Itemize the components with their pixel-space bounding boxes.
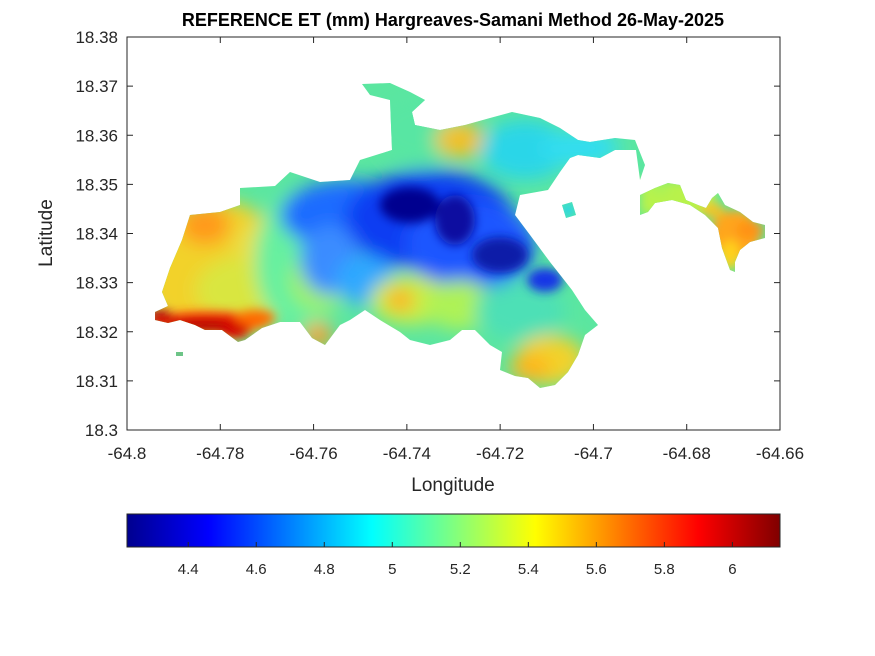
x-tick-label: -64.76 xyxy=(289,444,337,463)
x-axis: -64.8 -64.78 -64.76 -64.74 -64.72 -64.7 -64.68… xyxy=(108,37,804,463)
y-tick-label: 18.33 xyxy=(75,274,118,293)
y-tick-label: 18.36 xyxy=(75,126,118,145)
x-tick-label: -64.8 xyxy=(108,444,147,463)
y-tick-label: 18.37 xyxy=(75,77,118,96)
y-tick-label: 18.35 xyxy=(75,175,118,194)
x-tick-label: -64.78 xyxy=(196,444,244,463)
chart-title: REFERENCE ET (mm) Hargreaves-Samani Meth… xyxy=(182,10,724,30)
y-tick-label: 18.32 xyxy=(75,323,118,342)
colorbar-tick-label: 5 xyxy=(388,561,396,578)
x-tick-label: -64.7 xyxy=(574,444,613,463)
y-axis: 18.3 18.31 18.32 18.33 18.34 18.35 18.36 18.37 1… xyxy=(75,28,780,440)
x-tick-label: -64.66 xyxy=(756,444,804,463)
colorbar-tick-label: 4.6 xyxy=(246,561,267,578)
colorbar-tick-label: 5.4 xyxy=(518,561,539,578)
y-axis-label: Latitude xyxy=(36,199,57,267)
colorbar: 4.4 4.6 4.8 5 5.2 5.4 5.6 5.8 6 xyxy=(126,513,781,578)
y-tick-label: 18.38 xyxy=(75,28,118,47)
x-axis-label: Longitude xyxy=(411,475,494,496)
y-tick-label: 18.31 xyxy=(75,372,118,391)
x-tick-label: -64.72 xyxy=(476,444,524,463)
colorbar-ticks: 4.4 4.6 4.8 5 5.2 5.4 5.6 5.8 6 xyxy=(178,542,737,578)
colorbar-ramp xyxy=(126,513,781,548)
colorbar-tick-label: 6 xyxy=(728,561,736,578)
colorbar-tick-label: 4.8 xyxy=(314,561,335,578)
colorbar-tick-label: 5.2 xyxy=(450,561,471,578)
colorbar-tick-label: 4.4 xyxy=(178,561,199,578)
colorbar-tick-label: 5.8 xyxy=(654,561,675,578)
y-tick-label: 18.3 xyxy=(85,421,118,440)
colorbar-tick-label: 5.6 xyxy=(586,561,607,578)
y-tick-label: 18.34 xyxy=(75,225,118,244)
x-tick-label: -64.68 xyxy=(663,444,711,463)
x-tick-label: -64.74 xyxy=(383,444,431,463)
